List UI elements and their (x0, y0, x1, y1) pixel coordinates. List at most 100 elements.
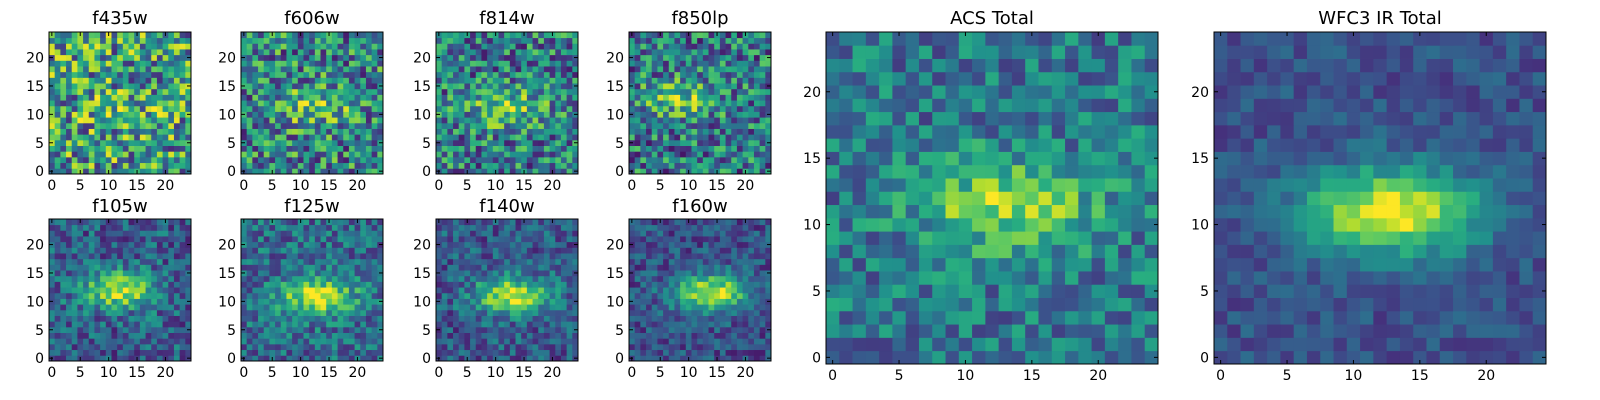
heatmap-cell (105, 77, 112, 84)
heatmap-cell (303, 287, 310, 294)
heatmap-cell (657, 128, 664, 135)
heatmap-cell (66, 117, 73, 124)
heatmap-cell (111, 139, 118, 146)
heatmap-cell (49, 71, 56, 78)
heatmap-cell (280, 37, 287, 44)
heatmap-cell (151, 83, 158, 90)
heatmap-cell (731, 43, 738, 50)
heatmap-cell (241, 258, 248, 265)
heatmap-cell (458, 338, 465, 345)
heatmap-cell (674, 349, 681, 356)
heatmap-cell (504, 128, 511, 135)
heatmap-cell (526, 349, 533, 356)
heatmap-cell (725, 117, 732, 124)
heatmap-cell (117, 66, 124, 73)
heatmap-cell (447, 349, 454, 356)
heatmap-cell (331, 326, 338, 333)
heatmap-cell (651, 321, 658, 328)
heatmap-cell (742, 338, 749, 345)
heatmap-cell (566, 224, 573, 231)
heatmap-cell (702, 54, 709, 61)
heatmap-cell (111, 275, 118, 282)
heatmap-cell (156, 71, 163, 78)
heatmap-cell (475, 128, 482, 135)
y-tick-label: 5 (615, 136, 624, 152)
heatmap-cell (337, 88, 344, 95)
heatmap-cell (168, 162, 175, 169)
heatmap-cell (526, 60, 533, 67)
heatmap-cell (492, 264, 499, 271)
heatmap-cell (286, 264, 293, 271)
heatmap-cell (549, 343, 556, 351)
panel-title: f105w (92, 196, 147, 217)
heatmap-cell (269, 281, 276, 288)
heatmap-cell (139, 224, 146, 231)
heatmap-cell (343, 264, 350, 271)
heatmap-cell (504, 134, 511, 141)
heatmap-cell (475, 315, 482, 322)
heatmap-cell (371, 332, 378, 339)
heatmap-cell (179, 338, 186, 345)
heatmap-cell (252, 94, 259, 101)
heatmap-cell (303, 298, 310, 305)
heatmap-cell (292, 122, 299, 129)
heatmap-cell (117, 156, 124, 164)
heatmap-cell (168, 32, 175, 39)
heatmap-cell (555, 224, 562, 231)
heatmap-cell (538, 54, 545, 61)
heatmap-cell (572, 247, 579, 254)
heatmap-cell (674, 88, 681, 95)
y-tick-label: 15 (413, 266, 431, 282)
heatmap-cell (331, 309, 338, 316)
heatmap-cell (54, 77, 61, 84)
heatmap-cell (117, 253, 124, 260)
heatmap-cell (532, 128, 539, 135)
heatmap-cell (94, 253, 101, 260)
heatmap-cell (629, 349, 636, 356)
heatmap-cell (731, 32, 738, 39)
heatmap-cell (326, 247, 333, 254)
heatmap-cell (685, 151, 692, 158)
heatmap-cell (742, 298, 749, 305)
heatmap-cell (515, 349, 522, 356)
heatmap-cell (640, 83, 647, 90)
heatmap-cell (708, 60, 715, 67)
heatmap-cell (719, 111, 726, 118)
heatmap-cell (275, 304, 282, 311)
heatmap-cell (453, 145, 460, 152)
heatmap-cell (691, 105, 698, 112)
heatmap-cell (151, 128, 158, 135)
x-tick-label: 0 (434, 178, 443, 194)
heatmap-cell (286, 236, 293, 243)
heatmap-cell (371, 349, 378, 356)
heatmap-cell (343, 298, 350, 305)
heatmap-cell (691, 321, 698, 328)
heatmap-cell (765, 338, 772, 345)
heatmap-cell (634, 77, 641, 84)
heatmap-cell (139, 117, 146, 124)
heatmap-cell (509, 94, 516, 101)
heatmap-cell (258, 128, 265, 135)
heatmap-cell (269, 304, 276, 311)
heatmap-cell (458, 287, 465, 294)
heatmap-cell (697, 338, 704, 345)
heatmap-cell (77, 253, 84, 260)
heatmap-cell (436, 321, 443, 328)
heatmap-cell (258, 287, 265, 294)
heatmap-cell (128, 168, 135, 175)
heatmap-cell (759, 275, 766, 282)
heatmap-cell (314, 37, 321, 44)
heatmap-cell (736, 287, 743, 294)
heatmap-cell (371, 111, 378, 118)
heatmap-cell (179, 258, 186, 265)
heatmap-cell (560, 43, 568, 50)
heatmap-cell (487, 32, 494, 39)
heatmap-cell (105, 236, 112, 243)
heatmap-cell (447, 275, 454, 282)
heatmap-cell (320, 270, 327, 277)
heatmap-cell (252, 236, 259, 243)
heatmap-cell (702, 94, 709, 101)
heatmap-cell (481, 139, 488, 146)
heatmap-cell (680, 111, 687, 118)
heatmap-cell (515, 105, 522, 112)
